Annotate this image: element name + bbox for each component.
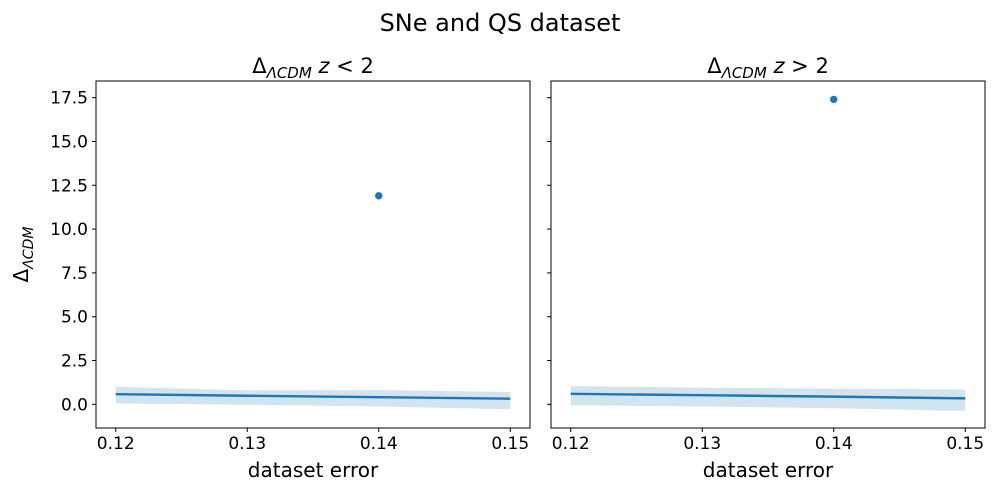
subplot-right: 0.12 0.13 0.14 0.15 ΔΛCDM z > 2 dataset error [547, 54, 986, 482]
y-tick-label: 2.5 [61, 352, 88, 372]
trend-line [115, 392, 511, 400]
y-tick-label: 5.0 [61, 308, 88, 328]
trend-line [570, 392, 966, 400]
confidence-band [570, 385, 966, 412]
axes-frame [95, 80, 531, 429]
y-tick-label: 7.5 [61, 264, 88, 284]
panels: 0.12 0.13 0.14 0.15 0.0 2.5 5.0 7.5 10.0 12.5 15.0… [9, 54, 986, 482]
x-tick-label: 0.15 [491, 434, 529, 454]
x-axis-label: dataset error [248, 458, 379, 482]
y-tick-label: 10.0 [50, 220, 88, 240]
subplot-title: ΔΛCDM z < 2 [252, 54, 374, 82]
data-point [830, 95, 838, 104]
subplot-left: 0.12 0.13 0.14 0.15 0.0 2.5 5.0 7.5 10.0 12.5 15.0… [9, 54, 531, 482]
y-axis-label: ΔΛCDM​ [9, 227, 37, 283]
y-tick-label: 0.0 [61, 395, 88, 415]
y-tick-label: 17.5 [50, 89, 88, 109]
x-tick-label: 0.13 [683, 434, 721, 454]
y-tick-label: 12.5 [50, 176, 88, 196]
y-tick-label: 15.0 [50, 132, 88, 152]
x-tick-label: 0.14 [815, 434, 853, 454]
confidence-band [115, 386, 511, 410]
x-tick-label: 0.14 [360, 434, 398, 454]
x-tick-label: 0.13 [228, 434, 266, 454]
x-tick-label: 0.12 [552, 434, 590, 454]
x-tick-label: 0.15 [946, 434, 984, 454]
x-axis-label: dataset error [703, 458, 834, 482]
x-tick-label: 0.12 [97, 434, 135, 454]
data-point [375, 192, 383, 200]
figure-suptitle: SNe and QS dataset [380, 9, 621, 37]
axes-frame [550, 80, 986, 429]
subplot-title: ΔΛCDM z > 2 [707, 54, 829, 82]
